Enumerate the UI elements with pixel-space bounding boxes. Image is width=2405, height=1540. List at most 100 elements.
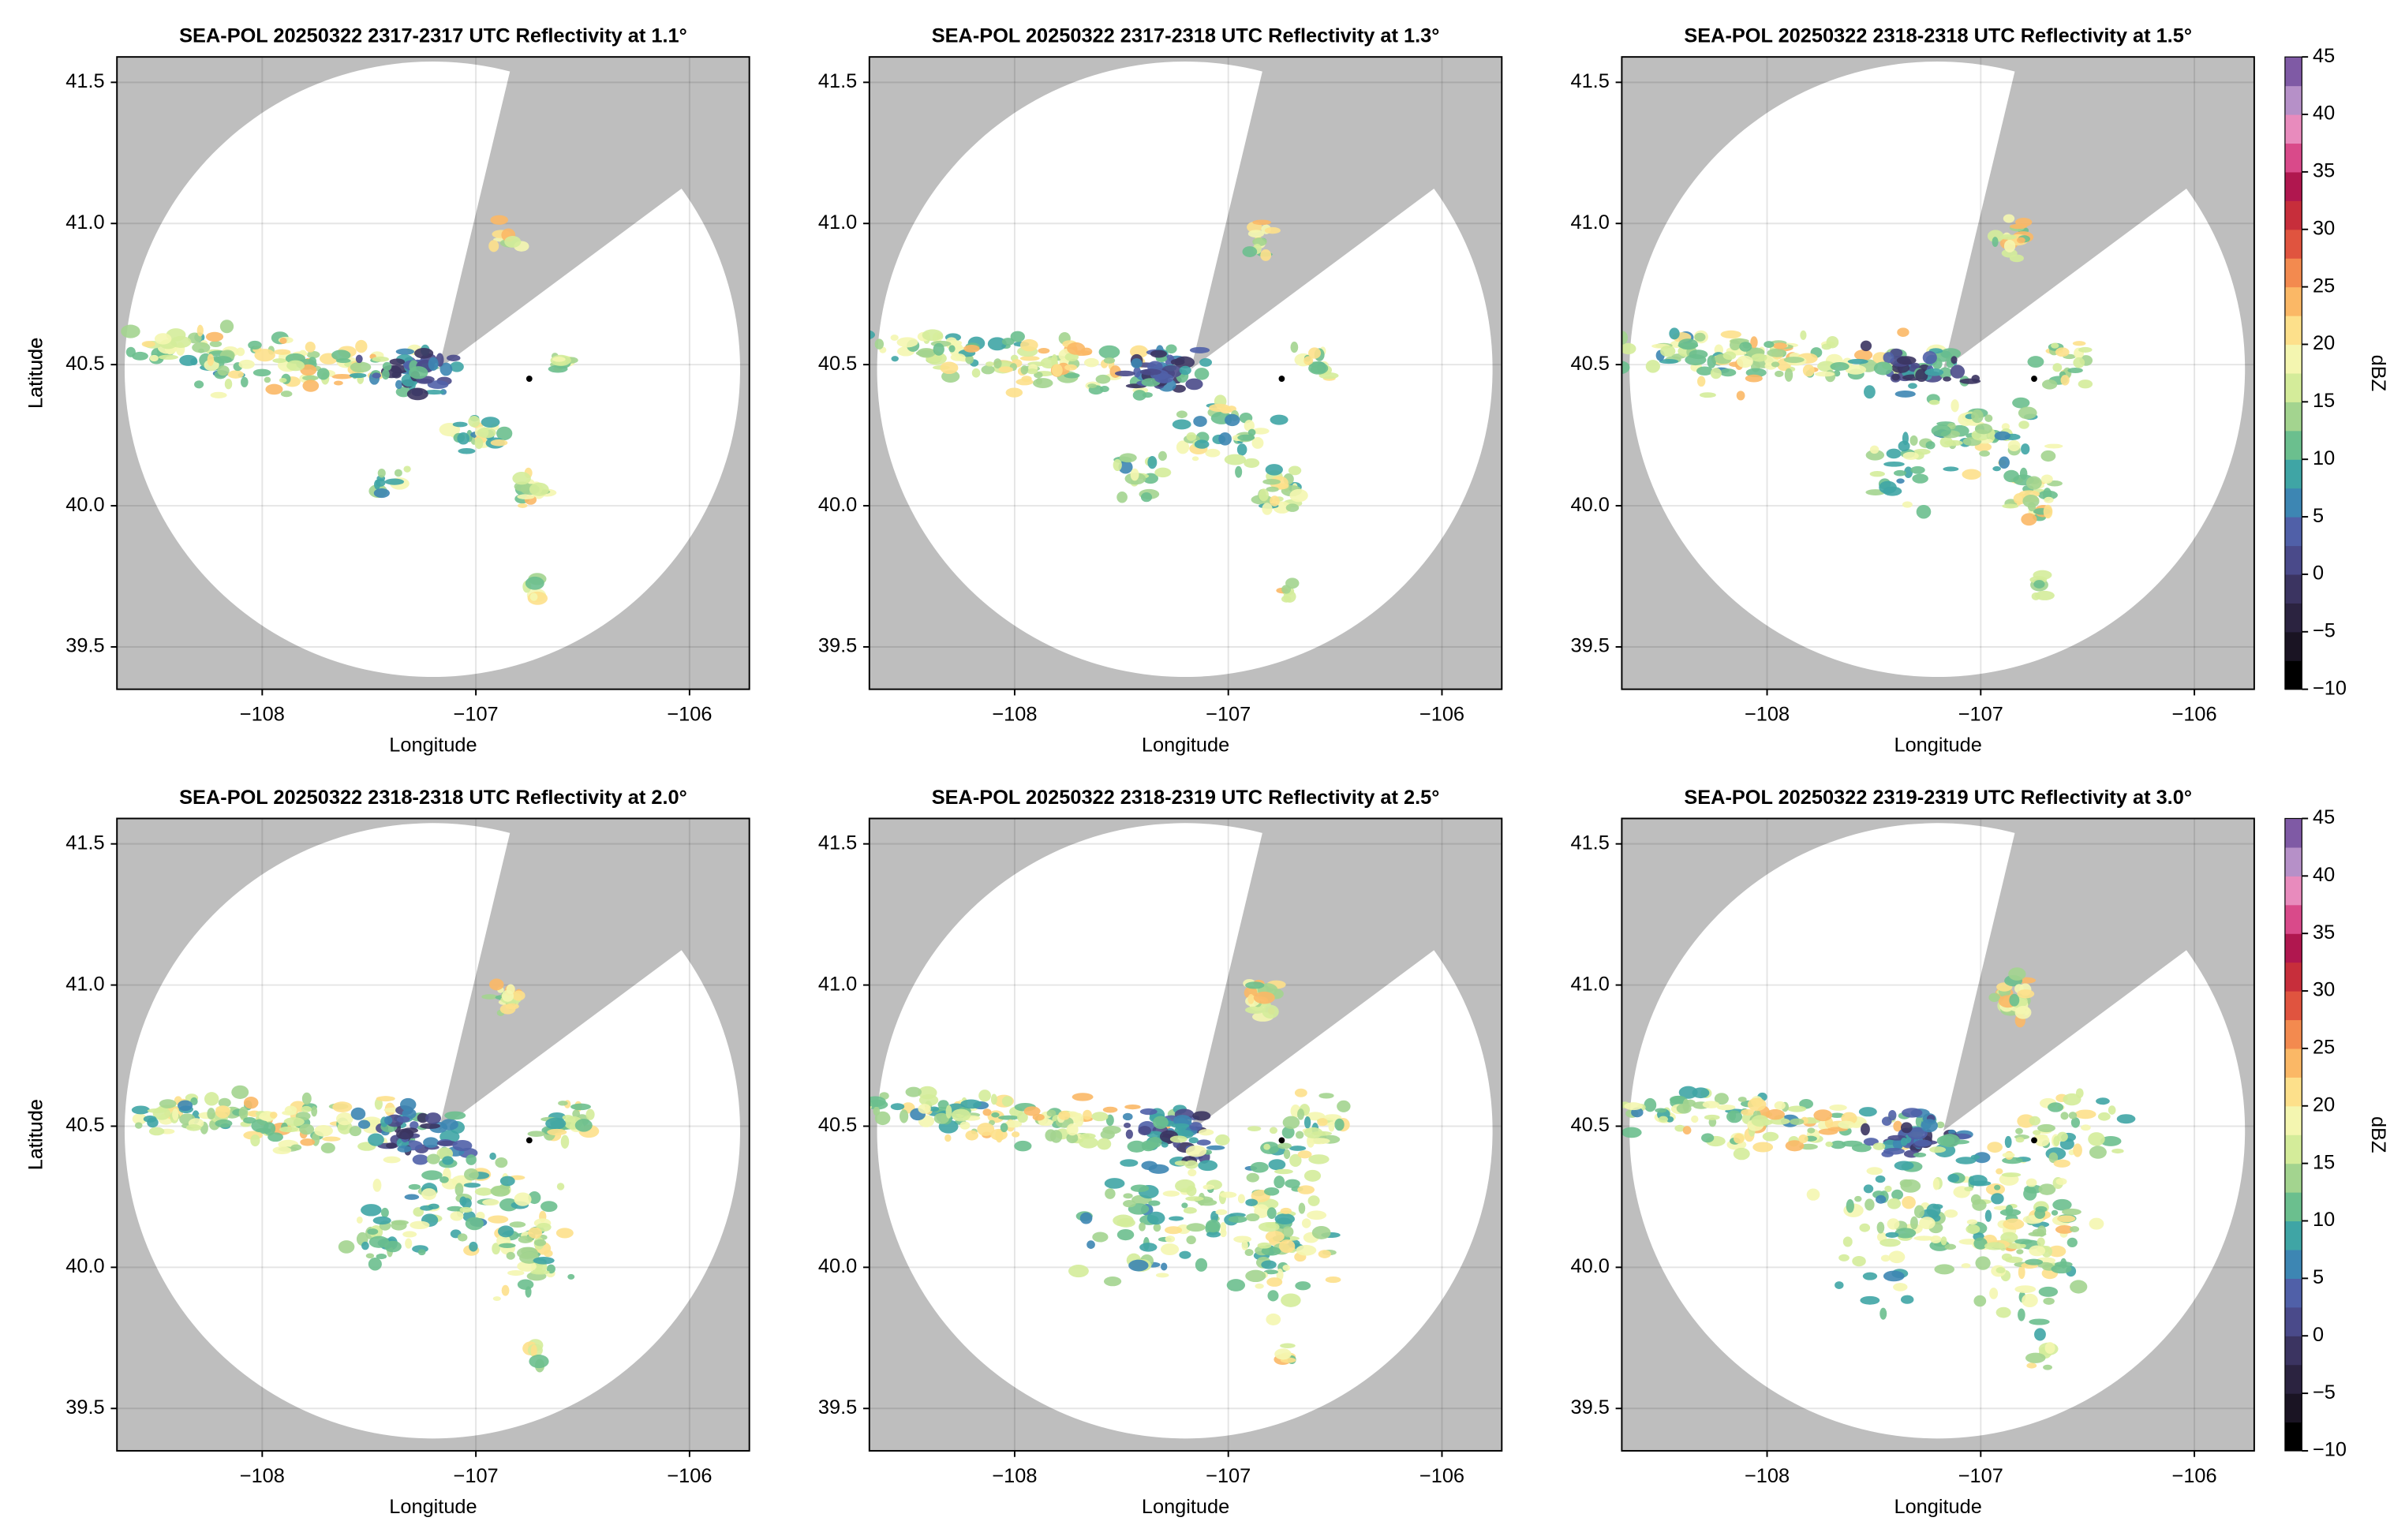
echo (1829, 1104, 1847, 1111)
echo (558, 1101, 568, 1106)
echo (1999, 234, 2017, 240)
echo (381, 369, 390, 380)
echo (1281, 1126, 1295, 1139)
echo (1246, 1172, 1259, 1183)
echo (1066, 1123, 1079, 1136)
echo (1218, 432, 1232, 446)
echo (1885, 1232, 1899, 1238)
echo (1894, 1228, 1917, 1239)
echo (1262, 479, 1281, 485)
echo (1682, 1126, 1692, 1134)
echo (314, 1124, 333, 1137)
echo (1929, 1146, 1947, 1153)
echo (1892, 1138, 1904, 1149)
echo (1947, 1129, 1956, 1134)
echo (492, 1296, 501, 1301)
echo (1281, 585, 1292, 594)
echo (1186, 1223, 1206, 1232)
echo (1196, 1139, 1211, 1146)
echo (1224, 454, 1247, 465)
echo (1220, 1222, 1227, 1233)
echo (383, 1156, 401, 1164)
echo (2029, 1318, 2050, 1325)
echo (1194, 439, 1210, 449)
echo (1014, 1140, 1032, 1152)
echo (529, 592, 538, 601)
echo (933, 342, 944, 356)
echo (1750, 336, 1758, 349)
echo (132, 351, 148, 361)
echo (477, 427, 496, 439)
echo (905, 1086, 922, 1097)
echo (1691, 1115, 1699, 1123)
echo (1974, 442, 1992, 452)
echo (998, 366, 1013, 373)
echo (2015, 1127, 2023, 1134)
colorbar-tick-label: 20 (2313, 332, 2335, 354)
echo (1694, 332, 1706, 342)
echo (1236, 443, 1247, 456)
echo (458, 448, 476, 454)
echo (1318, 1250, 1331, 1258)
echo (2052, 363, 2063, 372)
echo (2009, 254, 2024, 263)
echo (517, 503, 528, 508)
echo (2038, 1286, 2059, 1297)
echo (1297, 1108, 1305, 1120)
echo (1916, 504, 1932, 519)
echo (965, 1130, 978, 1141)
echo (410, 1121, 419, 1130)
echo (2055, 347, 2070, 357)
echo (376, 478, 386, 487)
echo (236, 347, 245, 357)
echo (391, 1220, 407, 1231)
echo (1199, 357, 1212, 367)
echo (1751, 353, 1767, 362)
echo (1783, 357, 1805, 364)
echo (2002, 1152, 2015, 1158)
echo (1873, 361, 1893, 376)
echo (1140, 492, 1153, 503)
x-axis-label: Longitude (1142, 1496, 1229, 1518)
echo (2073, 357, 2085, 368)
echo (1771, 361, 1780, 368)
echo (227, 370, 245, 379)
echo (1720, 330, 1742, 338)
echo (991, 1112, 1000, 1118)
y-tick-label: 40.5 (1570, 1114, 1609, 1136)
colorbar-tick-label: 15 (2313, 390, 2335, 412)
x-tick-label: −108 (240, 1465, 285, 1487)
echo (1261, 1260, 1277, 1269)
echo (2018, 1265, 2025, 1280)
echo (280, 391, 293, 398)
panel: −108 −107 −106 39.5 40.0 40.5 41.0 41.5 SEA-POL … (25, 25, 750, 757)
colorbar-tick-label: 40 (2313, 103, 2335, 125)
colorbar-bin (2284, 171, 2302, 201)
echo (400, 1097, 417, 1112)
echo (2073, 1143, 2082, 1157)
echo (305, 342, 316, 353)
echo (1913, 1235, 1935, 1241)
echo (219, 320, 234, 334)
echo (1185, 1145, 1207, 1157)
x-tick-label: −106 (667, 1465, 712, 1487)
echo (2009, 993, 2020, 1007)
echo (373, 488, 390, 499)
echo (372, 356, 389, 362)
echo (890, 335, 899, 341)
echo (2108, 1105, 2116, 1115)
colorbar-bin (2284, 1019, 2302, 1049)
echo (320, 1142, 335, 1153)
echo (2025, 476, 2042, 490)
echo (506, 1251, 515, 1260)
y-tick-label: 39.5 (65, 1396, 104, 1419)
echo (2037, 1123, 2055, 1133)
echo (404, 1194, 420, 1200)
echo (2003, 469, 2020, 483)
echo (1015, 378, 1034, 386)
colorbar-bin (2284, 1422, 2302, 1452)
echo (1862, 1272, 1878, 1280)
echo (1228, 1216, 1247, 1223)
echo (1162, 1191, 1180, 1197)
echo (2014, 1239, 2033, 1245)
